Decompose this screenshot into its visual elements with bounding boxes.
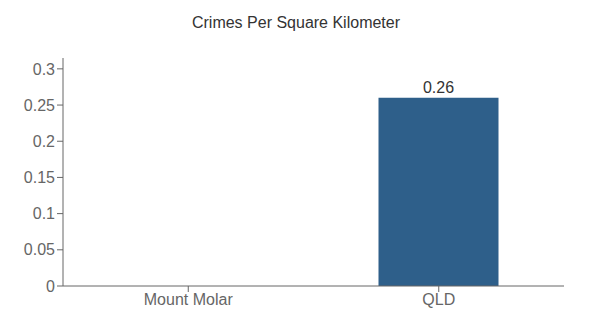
svg-text:0.05: 0.05 [24, 241, 55, 258]
svg-text:0.3: 0.3 [33, 61, 55, 78]
svg-text:QLD: QLD [422, 291, 455, 308]
svg-text:0.1: 0.1 [33, 205, 55, 222]
svg-text:Mount Molar: Mount Molar [144, 291, 234, 308]
svg-text:0: 0 [46, 278, 55, 295]
svg-text:0.25: 0.25 [24, 97, 55, 114]
svg-text:0.2: 0.2 [33, 133, 55, 150]
svg-text:0.15: 0.15 [24, 169, 55, 186]
svg-text:0.26: 0.26 [423, 79, 454, 96]
html-text:Crimes Per Square Kilometer: Crimes Per Square Kilometer [192, 14, 400, 31]
